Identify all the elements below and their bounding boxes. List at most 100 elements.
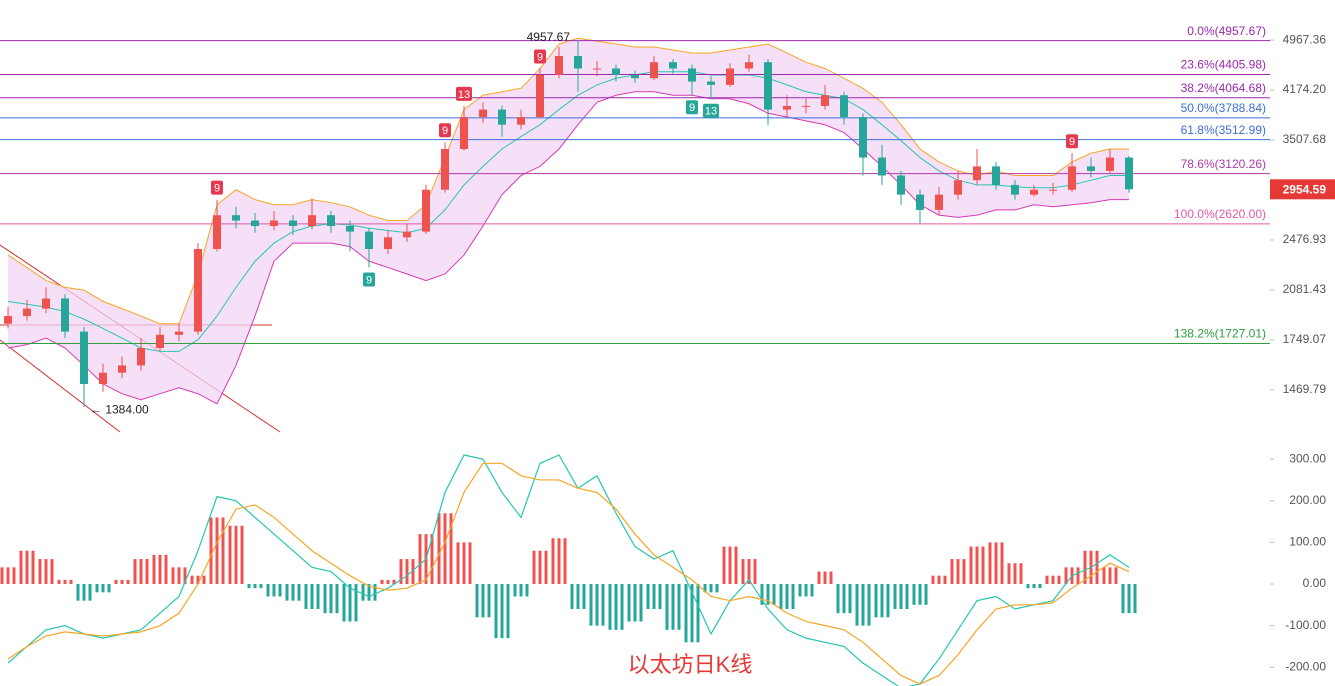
macd-bar bbox=[1133, 584, 1137, 614]
macd-bar bbox=[880, 584, 884, 618]
macd-bar bbox=[766, 584, 770, 605]
macd-bar bbox=[361, 584, 365, 601]
macd-bar bbox=[411, 559, 415, 585]
chart-title: 以太坊日K线 bbox=[628, 652, 753, 677]
band-lower bbox=[7, 91, 1129, 405]
candle-body bbox=[1030, 189, 1038, 195]
macd-bar bbox=[12, 567, 16, 585]
signal-badge bbox=[1066, 134, 1078, 149]
macd-bar bbox=[462, 542, 466, 585]
signal-label: 9 bbox=[442, 125, 448, 137]
y-tick-label: 2081.43 bbox=[1283, 282, 1327, 296]
macd-bar bbox=[386, 579, 390, 585]
macd-bar bbox=[1000, 542, 1004, 585]
macd-bar bbox=[601, 584, 605, 626]
extreme-label: 4957.67 bbox=[527, 30, 571, 44]
macd-bar bbox=[297, 584, 301, 601]
macd-bar bbox=[342, 584, 346, 622]
macd-bar bbox=[0, 567, 4, 585]
macd-bar bbox=[481, 584, 485, 618]
macd-bar bbox=[19, 550, 23, 585]
macd-bar bbox=[380, 579, 384, 585]
candle-body bbox=[384, 237, 392, 250]
macd-bar bbox=[804, 584, 808, 597]
macd-bar bbox=[38, 559, 42, 585]
macd-bar bbox=[285, 584, 289, 601]
macd-bar bbox=[1064, 567, 1068, 585]
candle-body bbox=[99, 372, 107, 384]
y-tick-label: 4967.36 bbox=[1283, 32, 1327, 46]
macd-bar bbox=[639, 584, 643, 622]
macd-bar bbox=[475, 584, 479, 618]
y-tick-label: 1749.07 bbox=[1283, 332, 1327, 346]
candle-body bbox=[175, 331, 183, 335]
candle-body bbox=[232, 215, 240, 221]
candle-body bbox=[346, 226, 354, 232]
candle-body bbox=[23, 308, 31, 317]
macd-bar bbox=[817, 571, 821, 585]
macd-bar bbox=[779, 584, 783, 609]
macd-bar bbox=[50, 559, 54, 585]
macd-bar bbox=[810, 584, 814, 597]
y-tick-label: 300.00 bbox=[1289, 451, 1326, 465]
candle-body bbox=[441, 148, 449, 190]
macd-bar bbox=[272, 584, 276, 597]
macd-bar bbox=[715, 584, 719, 593]
macd-bar bbox=[69, 579, 73, 585]
macd-bar bbox=[487, 584, 491, 618]
macd-bar bbox=[905, 584, 909, 609]
macd-bar bbox=[107, 584, 111, 593]
candle-body bbox=[365, 231, 373, 250]
macd-bar bbox=[893, 584, 897, 609]
candle-body bbox=[270, 220, 278, 227]
signal-badge bbox=[686, 100, 698, 115]
candle-body bbox=[308, 215, 316, 227]
macd-bar bbox=[633, 584, 637, 622]
macd-bar bbox=[291, 584, 295, 601]
candle-body bbox=[1049, 189, 1057, 191]
macd-bar bbox=[76, 584, 80, 601]
macd-bar bbox=[525, 584, 529, 597]
macd-bar bbox=[557, 538, 561, 585]
macd-bar bbox=[1057, 575, 1061, 585]
macd-bar bbox=[760, 584, 764, 605]
signal-badge bbox=[211, 180, 223, 195]
candle-body bbox=[650, 62, 658, 79]
macd-bar bbox=[88, 584, 92, 601]
macd-bar bbox=[44, 559, 48, 585]
macd-bar bbox=[589, 584, 593, 626]
macd-bar bbox=[658, 584, 662, 609]
macd-bar bbox=[158, 554, 162, 585]
macd-bar bbox=[576, 584, 580, 609]
macd-bar bbox=[734, 546, 738, 585]
candle-body bbox=[973, 166, 981, 181]
macd-bar bbox=[1026, 584, 1030, 589]
candle-body bbox=[327, 215, 335, 227]
candle-body bbox=[403, 231, 411, 238]
candle-body bbox=[954, 180, 962, 195]
candle-body bbox=[61, 298, 69, 332]
macd-bar bbox=[665, 584, 669, 630]
macd-bar bbox=[620, 584, 624, 630]
signal-label: 9 bbox=[214, 183, 220, 195]
macd-bar bbox=[139, 559, 143, 585]
macd-bar bbox=[614, 584, 618, 630]
macd-bar bbox=[1032, 584, 1036, 589]
macd-bar bbox=[1083, 550, 1087, 585]
macd-bar bbox=[443, 513, 447, 585]
macd-bar bbox=[931, 575, 935, 585]
candle-body bbox=[574, 55, 582, 69]
macd-bar bbox=[506, 584, 510, 639]
candle-body bbox=[897, 175, 905, 195]
macd-bar bbox=[842, 584, 846, 614]
macd-bar bbox=[981, 546, 985, 585]
macd-bar bbox=[677, 584, 681, 630]
macd-bar bbox=[316, 584, 320, 609]
candle-body bbox=[498, 109, 506, 125]
y-tick-label: -100.00 bbox=[1285, 618, 1326, 632]
candle-body bbox=[783, 105, 791, 110]
macd-bar bbox=[449, 513, 453, 585]
candle-body bbox=[593, 68, 601, 70]
signal-label: 13 bbox=[458, 89, 470, 101]
macd-bar bbox=[202, 575, 206, 585]
